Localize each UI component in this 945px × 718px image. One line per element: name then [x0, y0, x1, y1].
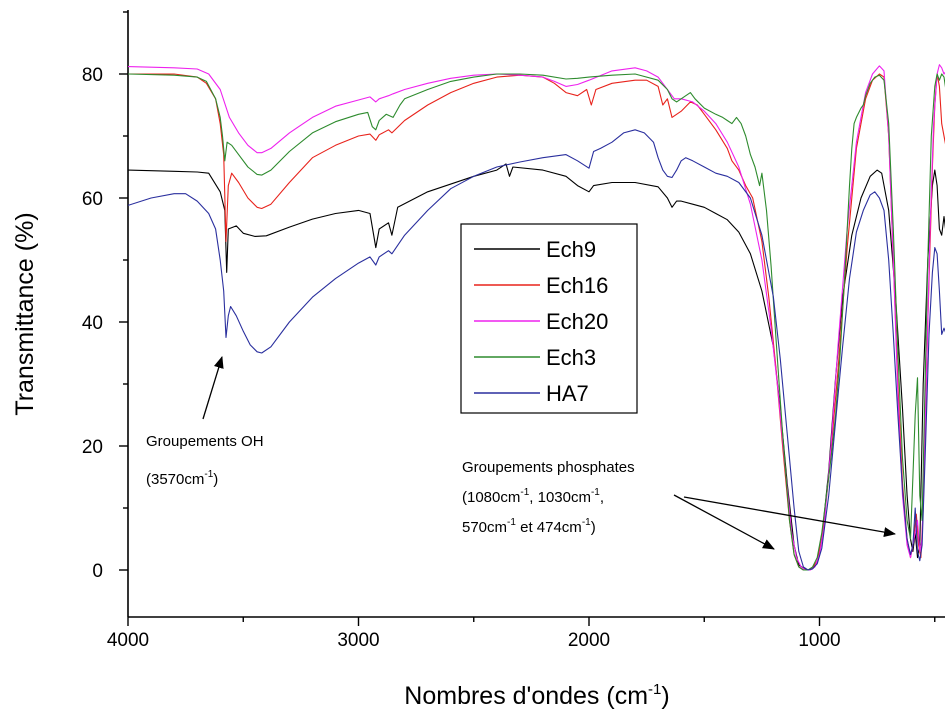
legend-box	[460, 223, 638, 414]
phosphate-part4: 570cm	[462, 519, 507, 536]
phosphate-sup1: -1	[520, 487, 529, 498]
annotation-phosphate-line2: (1080cm-1, 1030cm-1,	[462, 487, 604, 506]
legend-label-ech20: Ech20	[546, 309, 608, 334]
x-axis-title-main: Nombres d'ondes (cm	[404, 682, 648, 710]
phosphate-part6: )	[591, 519, 596, 536]
x-tick-label: 1000	[798, 630, 840, 651]
phosphate-sup4: -1	[582, 517, 591, 528]
legend-label-ech16: Ech16	[546, 273, 608, 298]
axes	[127, 10, 945, 618]
y-tick-label: 80	[82, 65, 103, 86]
annotation-oh-tail: )	[213, 471, 218, 488]
x-tick-label: 2000	[568, 630, 610, 651]
ticks	[119, 11, 936, 626]
x-tick-label: 4000	[107, 630, 149, 651]
annotation-phosphate-arrow-right	[683, 496, 896, 538]
legend-label-ech3: Ech3	[546, 345, 596, 370]
annotation-oh-sup: -1	[204, 469, 213, 480]
series-line-ha7	[128, 129, 945, 571]
legend-items: Ech9 Ech16 Ech20 Ech3 HA7	[474, 237, 608, 406]
annotation-phosphate: Groupements phosphates (1080cm-1, 1030cm…	[462, 459, 896, 550]
phosphate-part5: et 474cm	[516, 519, 582, 536]
y-tick-label: 20	[82, 437, 103, 458]
annotation-oh-arrow	[202, 356, 224, 420]
legend-label-ha7: HA7	[546, 381, 589, 406]
annotation-oh-part1: (3570cm	[146, 471, 204, 488]
phosphate-part1: (1080cm	[462, 489, 520, 506]
series-line-ech20	[128, 64, 945, 571]
x-tick-label: 3000	[337, 630, 379, 651]
y-axis-title: Transmittance (%)	[11, 212, 39, 415]
legend: Ech9 Ech16 Ech20 Ech3 HA7	[460, 223, 638, 414]
series-line-ech3	[128, 73, 945, 571]
x-axis-title: Nombres d'ondes (cm-1)	[404, 681, 669, 710]
phosphate-sup3: -1	[507, 517, 516, 528]
annotation-oh-title: Groupements OH	[146, 433, 264, 450]
annotation-phosphate-title: Groupements phosphates	[462, 459, 635, 476]
legend-label-ech9: Ech9	[546, 237, 596, 262]
series-line-ech9	[128, 163, 945, 571]
x-axis-title-sup: -1	[648, 681, 661, 698]
annotation-phosphate-arrow-left	[673, 494, 775, 550]
x-axis-title-tail: )	[661, 682, 669, 710]
phosphate-part2: , 1030cm	[529, 489, 591, 506]
annotation-phosphate-line3: 570cm-1 et 474cm-1)	[462, 517, 596, 536]
phosphate-part3: ,	[600, 489, 604, 506]
y-tick-label: 40	[82, 313, 103, 334]
y-tick-label: 0	[92, 561, 103, 582]
phosphate-sup2: -1	[591, 487, 600, 498]
tick-labels: 4000 3000 2000 1000 0 20 40 60 80	[82, 65, 841, 651]
y-tick-label: 60	[82, 189, 103, 210]
series-layer	[128, 64, 945, 571]
annotation-oh-value: (3570cm-1)	[146, 469, 218, 488]
annotation-oh: Groupements OH (3570cm-1)	[146, 356, 264, 488]
